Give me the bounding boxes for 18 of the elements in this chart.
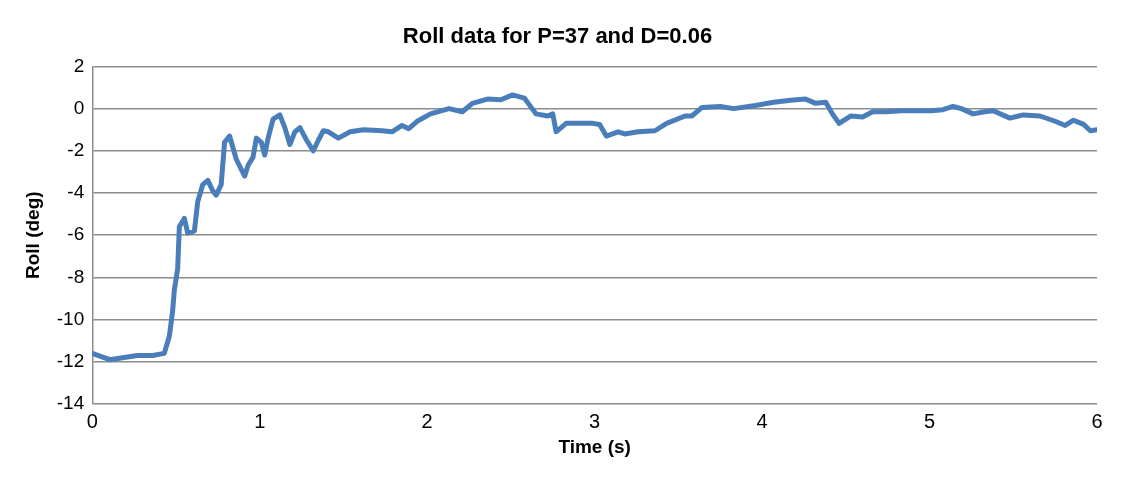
y-tick-label: -6 [67, 223, 85, 245]
x-tick-label: 2 [421, 409, 433, 432]
y-tick-label: -12 [56, 350, 85, 372]
chart-title: Roll data for P=37 and D=0.06 [402, 23, 713, 49]
x-tick-label: 1 [254, 409, 266, 432]
x-tick-label: 3 [589, 409, 601, 432]
y-axis-title: Roll (deg) [21, 191, 43, 279]
y-tick-label: -14 [56, 392, 85, 414]
y-tick-label: -8 [67, 265, 85, 287]
y-tick-label: -2 [67, 139, 85, 161]
x-axis-title: Time (s) [558, 435, 631, 457]
x-tick-label: 6 [1091, 409, 1103, 432]
x-tick-label: 5 [923, 409, 936, 432]
y-tick-label: -10 [56, 307, 85, 329]
y-tick-label: 0 [73, 96, 85, 118]
y-tick-label: -4 [67, 181, 85, 203]
y-tick-label: 2 [73, 54, 85, 76]
x-tick-label: 4 [756, 409, 768, 432]
